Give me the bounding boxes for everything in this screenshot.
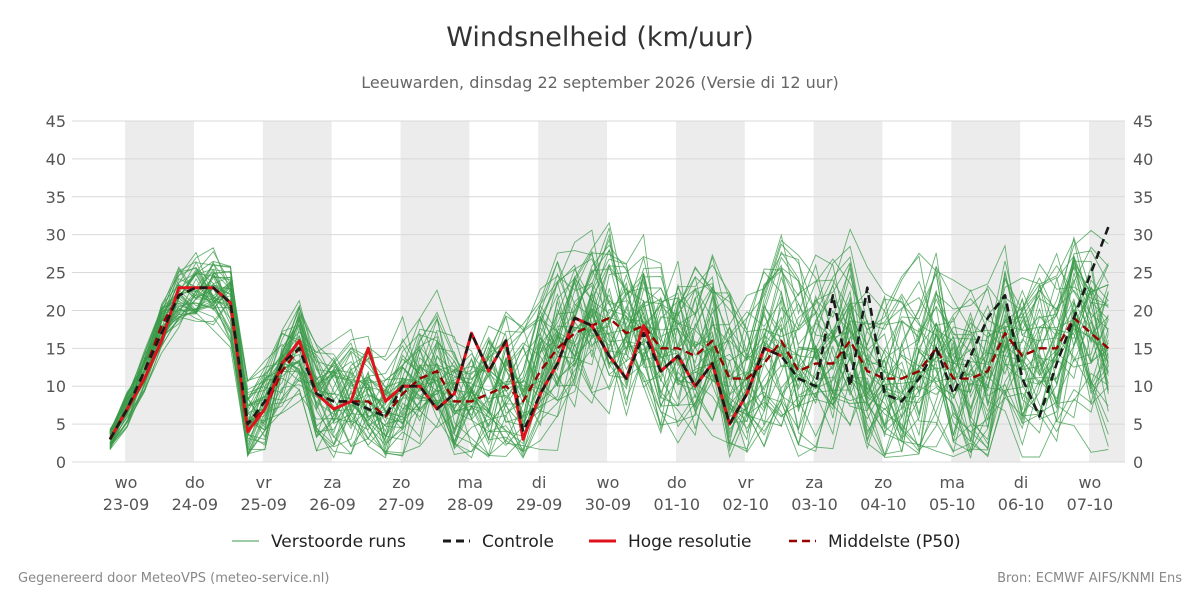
x-tick-day: zo [874, 473, 892, 492]
x-tick-date: 26-09 [309, 495, 356, 514]
control-line [108, 226, 1110, 440]
ensemble-run-line [109, 253, 1109, 458]
x-tick-day: za [323, 473, 341, 492]
y-tick-right: 40 [1133, 150, 1153, 169]
x-tick-date: 30-09 [585, 495, 632, 514]
y-tick-right: 35 [1133, 188, 1153, 207]
ensemble-run-line [109, 264, 1109, 458]
legend: Verstoorde runs Controle Hoge resolutie Mid… [232, 532, 961, 552]
x-tick-day: vr [256, 473, 272, 492]
x-tick-date: 07-10 [1067, 495, 1114, 514]
median-p50-line [108, 286, 1110, 440]
x-tick-day: do [667, 473, 687, 492]
x-tick-date: 03-10 [791, 495, 838, 514]
y-tick-left: 0 [56, 453, 66, 472]
y-tick-left: 10 [46, 377, 66, 396]
day-shade [813, 121, 883, 462]
ensemble-run-line [109, 227, 1109, 439]
y-tick-left: 25 [46, 264, 66, 283]
x-tick-date: 01-10 [654, 495, 701, 514]
x-tick-date: 04-10 [860, 495, 907, 514]
ensemble-run-line [109, 256, 1109, 457]
x-tick-date: 24-09 [172, 495, 219, 514]
y-tick-right: 20 [1133, 301, 1153, 320]
x-tick-day: wo [1078, 473, 1101, 492]
y-tick-right: 10 [1133, 377, 1153, 396]
y-tick-left: 20 [46, 301, 66, 320]
y-tick-right: 45 [1133, 112, 1153, 131]
legend-label: Middelste (P50) [828, 532, 961, 552]
x-tick-day: ma [458, 473, 483, 492]
ensemble-run-line [109, 250, 1109, 455]
axes: 0 0 5 5 10 10 15 15 20 20 25 25 30 30 35 35 40 40 45 45 wo 23… [46, 112, 1154, 514]
y-tick-right: 5 [1133, 415, 1143, 434]
y-tick-left: 35 [46, 188, 66, 207]
x-tick-date: 02-10 [722, 495, 769, 514]
footer-source: Bron: ECMWF AIFS/KNMI Ens [997, 571, 1182, 586]
footer-generator: Gegenereerd door MeteoVPS (meteo-service… [18, 571, 330, 586]
y-tick-left: 30 [46, 226, 66, 245]
x-tick-day: di [532, 473, 547, 492]
ensemble-run-line [109, 248, 1109, 444]
ensemble-run-line [109, 235, 1109, 446]
y-tick-left: 5 [56, 415, 66, 434]
x-tick-date: 29-09 [516, 495, 563, 514]
main-series [108, 226, 1110, 441]
x-tick-date: 27-09 [378, 495, 425, 514]
x-tick-day: do [185, 473, 205, 492]
y-tick-left: 15 [46, 339, 66, 358]
x-tick-day: ma [940, 473, 965, 492]
y-tick-left: 45 [46, 112, 66, 131]
y-tick-right: 0 [1133, 453, 1143, 472]
y-tick-right: 15 [1133, 339, 1153, 358]
x-tick-date: 05-10 [929, 495, 976, 514]
x-tick-date: 23-09 [103, 495, 150, 514]
ensemble-run-line [109, 265, 1109, 457]
x-tick-day: zo [392, 473, 410, 492]
chart-title: Windsnelheid (km/uur) [446, 22, 754, 53]
ensemble-runs [109, 221, 1109, 459]
y-tick-left: 40 [46, 150, 66, 169]
x-tick-day: vr [738, 473, 754, 492]
ensemble-run-line [109, 267, 1109, 452]
x-tick-date: 28-09 [447, 495, 494, 514]
legend-label: Hoge resolutie [628, 532, 752, 552]
y-tick-right: 25 [1133, 264, 1153, 283]
x-tick-day: wo [597, 473, 620, 492]
ensemble-run-line [109, 255, 1109, 448]
y-tick-right: 30 [1133, 226, 1153, 245]
x-tick-date: 06-10 [998, 495, 1045, 514]
legend-label: Verstoorde runs [271, 532, 406, 552]
chart-subtitle: Leeuwarden, dinsdag 22 september 2026 (V… [361, 73, 839, 92]
legend-label: Controle [482, 532, 554, 552]
x-tick-day: wo [115, 473, 138, 492]
ensemble-run-line [109, 270, 1109, 459]
x-tick-date: 25-09 [240, 495, 287, 514]
x-tick-day: za [805, 473, 823, 492]
x-tick-day: di [1014, 473, 1029, 492]
